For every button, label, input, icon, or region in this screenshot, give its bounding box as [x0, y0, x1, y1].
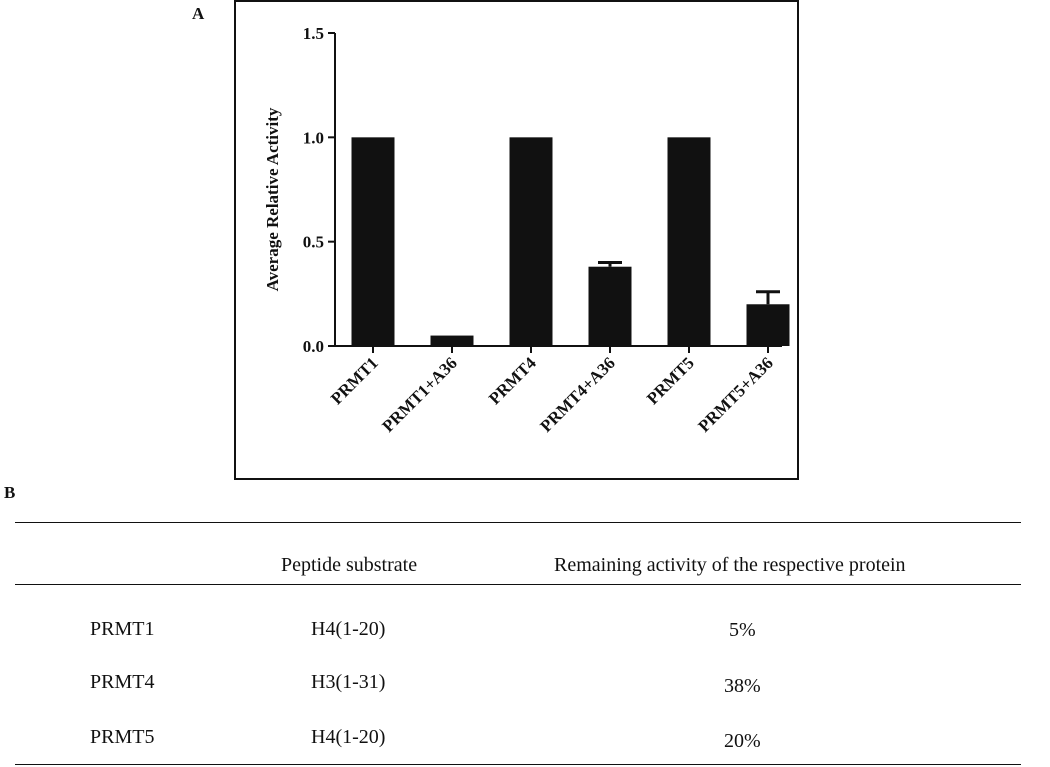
results-table: Peptide substrate Remaining activity of … — [15, 522, 1021, 767]
bar — [746, 304, 790, 346]
x-tick-label: PRMT1 — [327, 353, 382, 408]
row-protein: PRMT5 — [90, 726, 155, 748]
header-peptide-substrate: Peptide substrate — [281, 554, 418, 576]
bar-chart: 0.0 0.5 1.0 1.5 Average Relative Activity PRM… — [263, 24, 790, 436]
row-peptide: H4(1-20) — [311, 726, 386, 748]
row-activity: 20% — [724, 730, 761, 752]
bar — [509, 137, 553, 346]
row-activity: 38% — [724, 675, 761, 697]
bar-chart-frame: 0.0 0.5 1.0 1.5 Average Relative Activity PRM… — [234, 0, 799, 480]
x-tick-label: PRMT4 — [485, 353, 540, 408]
x-tick-label: PRMT4+A36 — [536, 353, 618, 435]
bar — [588, 266, 632, 346]
table-header-rule — [15, 584, 1021, 585]
y-tick-label: 1.0 — [303, 128, 324, 147]
x-tick-label: PRMT1+A36 — [378, 353, 460, 435]
row-peptide: H4(1-20) — [311, 618, 386, 640]
y-axis-title: Average Relative Activity — [263, 107, 282, 291]
x-tick-label: PRMT5 — [643, 353, 698, 408]
row-peptide: H3(1-31) — [311, 671, 386, 693]
bar — [430, 335, 474, 346]
bar — [667, 137, 711, 346]
x-tick-label: PRMT5+A36 — [694, 353, 776, 435]
bar — [351, 137, 395, 346]
table-bottom-rule — [15, 764, 1021, 765]
table-top-rule — [15, 522, 1021, 523]
y-tick-label: 0.5 — [303, 233, 324, 252]
header-remaining-activity: Remaining activity of the respective pro… — [554, 554, 906, 576]
row-protein: PRMT4 — [90, 671, 155, 693]
row-activity: 5% — [729, 619, 756, 641]
panel-b-label: B — [4, 483, 16, 502]
row-protein: PRMT1 — [90, 618, 155, 640]
y-tick-label: 0.0 — [303, 337, 324, 356]
y-tick-label: 1.5 — [303, 24, 324, 43]
panel-a-label: A — [192, 4, 205, 23]
